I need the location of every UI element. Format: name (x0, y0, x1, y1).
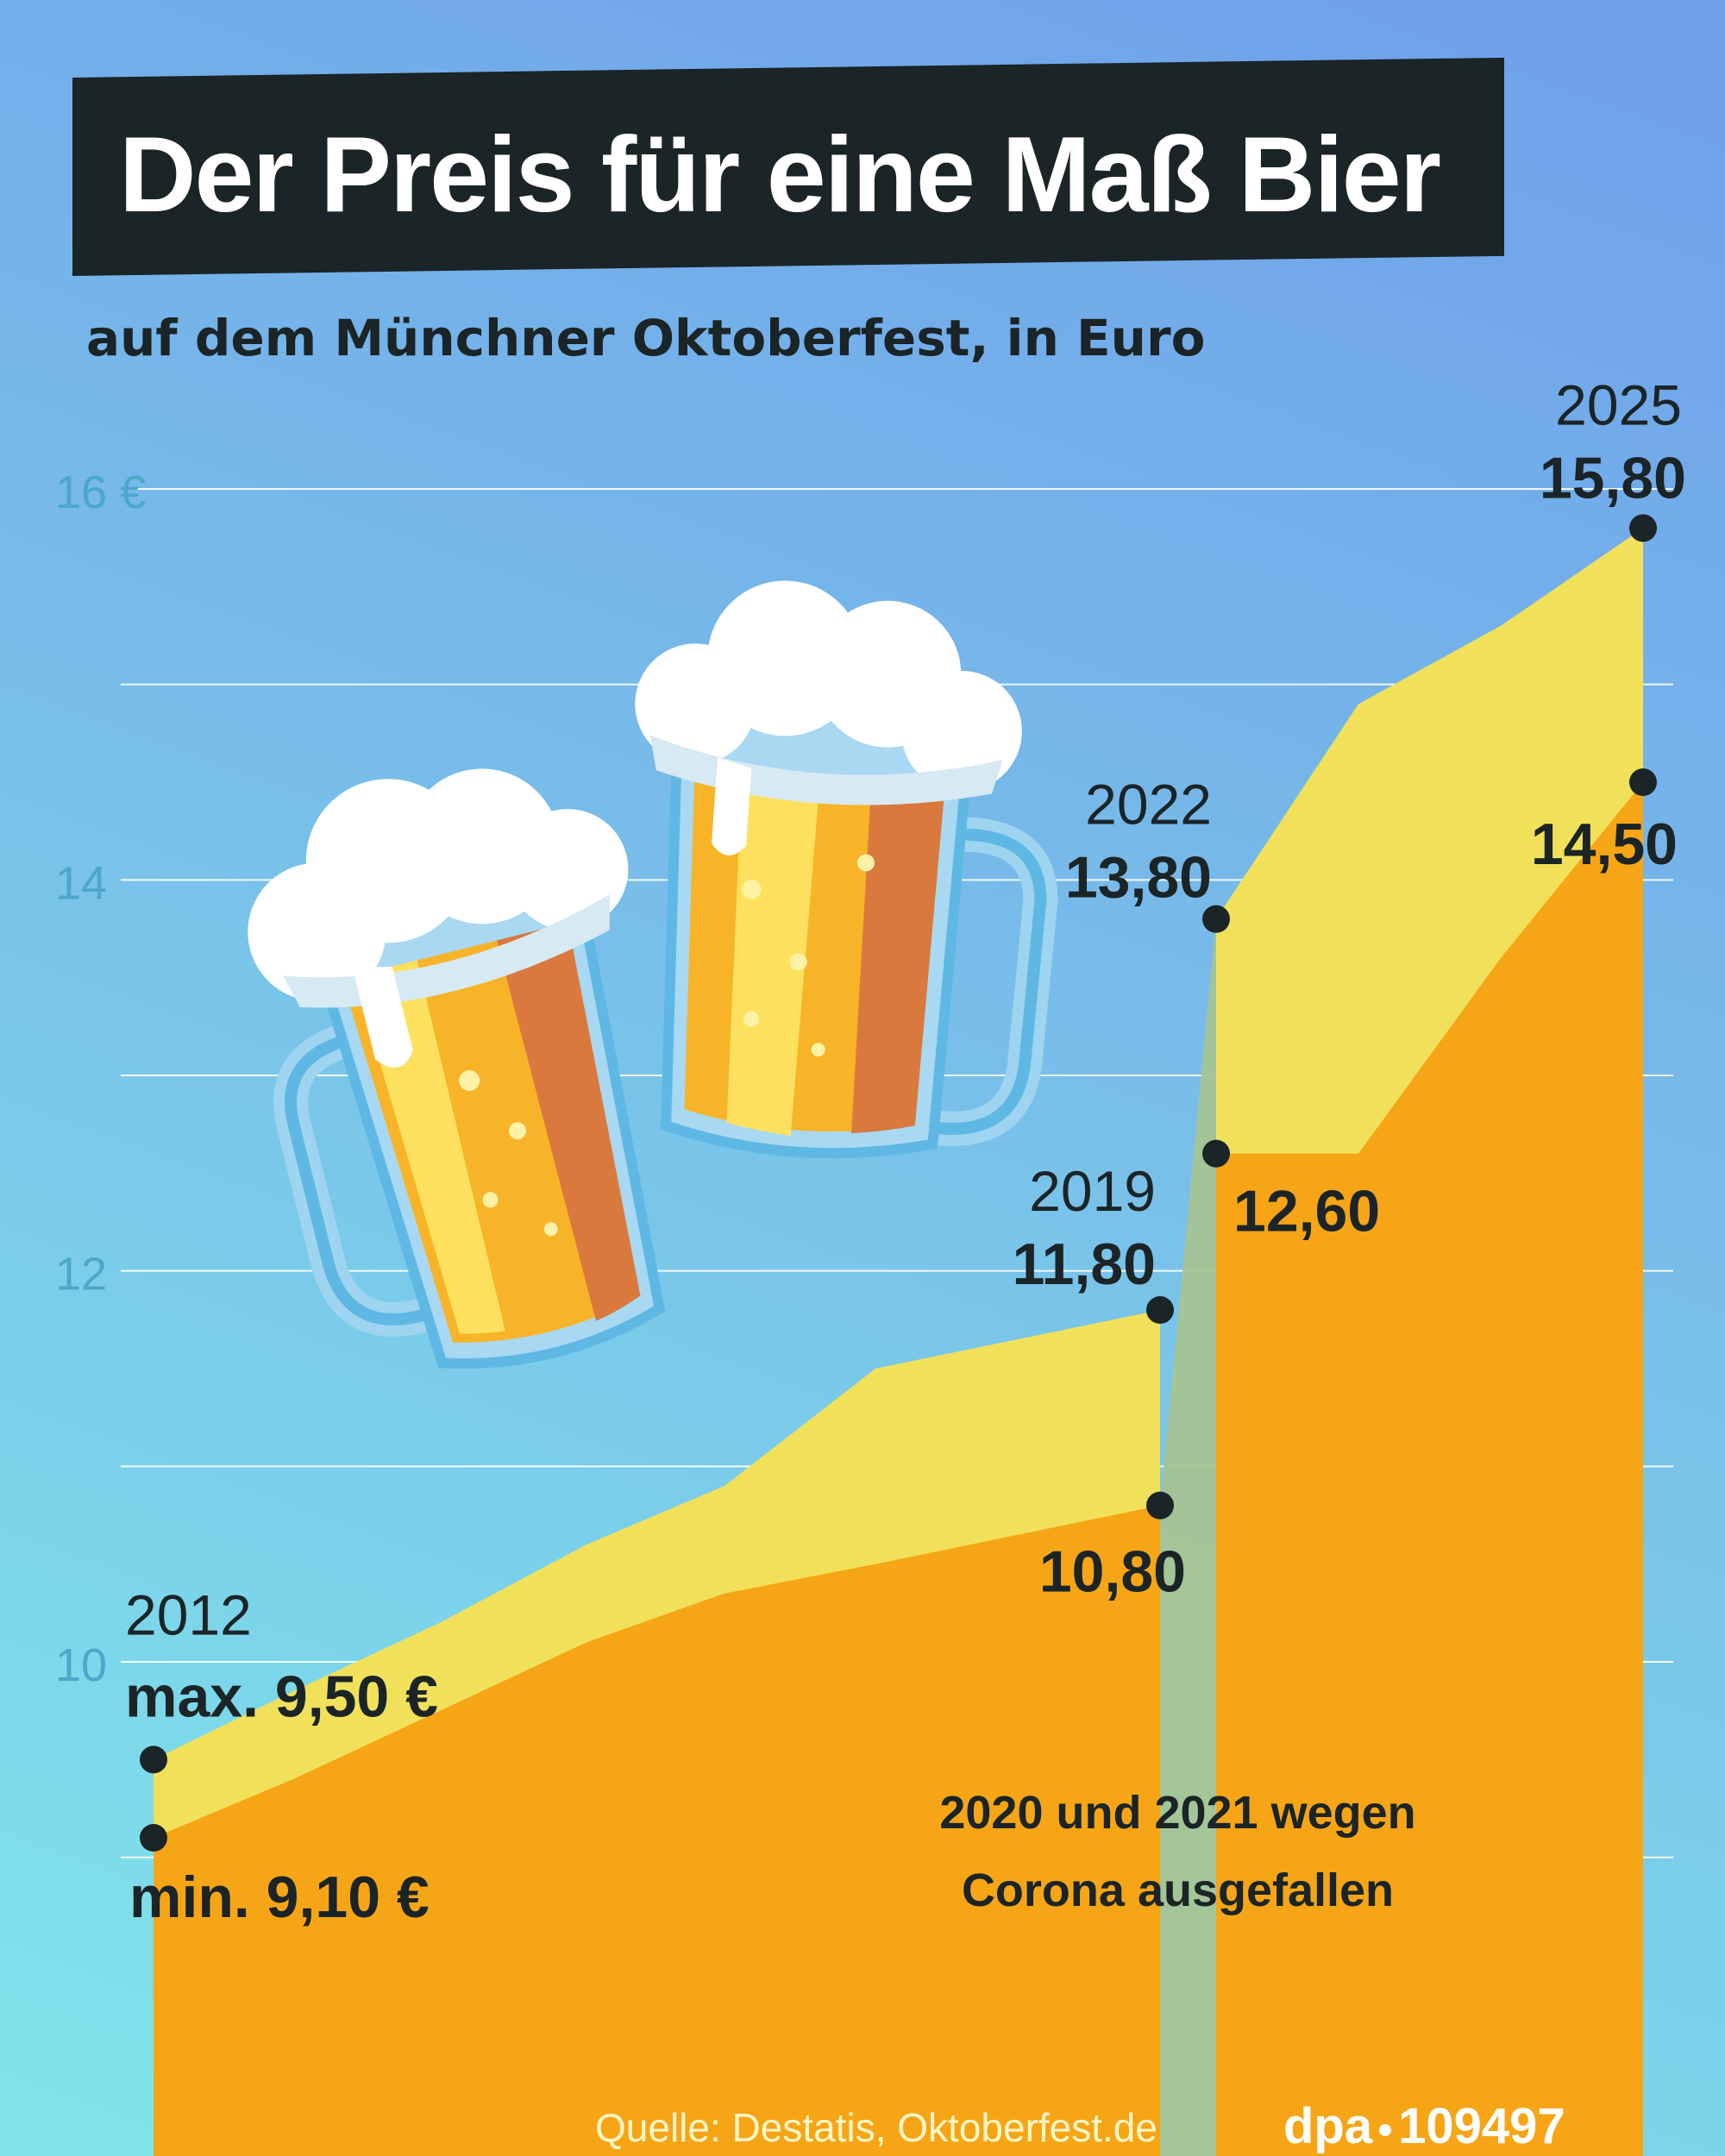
dpa-agency: dpa (1283, 2098, 1373, 2154)
max-label-2025: 15,80 (1540, 445, 1686, 511)
min-label-2012: min. 9,10 € (129, 1865, 430, 1930)
beer-mug-right-icon (635, 580, 1058, 1159)
max-price-point (1629, 514, 1657, 542)
data-points (140, 514, 1657, 1852)
max-price-point (1202, 905, 1230, 933)
chart-subtitle: auf dem Münchner Oktoberfest, in Euro (86, 309, 1206, 367)
min-price-area (1216, 782, 1643, 2156)
separator-dot-icon (1379, 2123, 1392, 2136)
year-label-2019: 2019 (1029, 1159, 1156, 1223)
corona-note-line2: Corona ausgefallen (962, 1865, 1394, 1916)
min-price-point (1202, 1139, 1230, 1168)
chart-title: Der Preis für eine Maß Bier (119, 116, 1441, 235)
dpa-credit: dpa 109497 (1283, 2097, 1565, 2155)
max-label-2012: max. 9,50 € (125, 1664, 438, 1729)
year-label-2025: 2025 (1555, 373, 1682, 436)
min-price-point (1629, 768, 1657, 797)
data-labels: 2012 max. 9,50 € min. 9,10 € 2019 11,80 … (125, 373, 1686, 1930)
min-label-2025: 14,50 (1531, 812, 1678, 877)
min-price-area (154, 1505, 1160, 2156)
source-note: Quelle: Destatis, Oktoberfest.de (595, 2105, 1157, 2150)
y-axis: 16 € 14 12 10 (55, 467, 146, 1691)
max-label-2022: 13,80 (1065, 845, 1212, 911)
min-label-2022: 12,60 (1233, 1179, 1380, 1244)
y-tick-label: 16 € (55, 467, 146, 518)
y-tick-label: 14 (55, 857, 107, 909)
dpa-number: 109497 (1398, 2098, 1565, 2154)
area-layer (154, 528, 1643, 2156)
corona-gap-band (1160, 918, 1216, 2156)
min-label-2019: 10,80 (1039, 1539, 1186, 1605)
min-price-point (140, 1824, 167, 1852)
y-tick-label: 12 (55, 1249, 107, 1300)
max-label-2019: 11,80 (1013, 1232, 1156, 1297)
min-price-point (1146, 1491, 1174, 1520)
max-price-point (1146, 1296, 1174, 1325)
year-label-2022: 2022 (1085, 773, 1212, 837)
beer-mugs (248, 580, 1058, 1369)
corona-note-line1: 2020 und 2021 wegen (939, 1787, 1415, 1839)
beer-mug-left-icon (248, 768, 666, 1369)
y-tick-label: 10 (55, 1639, 107, 1691)
max-price-point (140, 1745, 167, 1774)
year-label-2012: 2012 (125, 1583, 252, 1646)
